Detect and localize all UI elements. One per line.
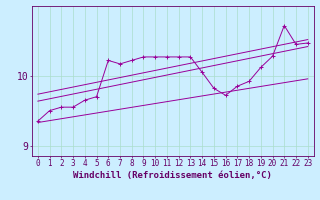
X-axis label: Windchill (Refroidissement éolien,°C): Windchill (Refroidissement éolien,°C): [73, 171, 272, 180]
